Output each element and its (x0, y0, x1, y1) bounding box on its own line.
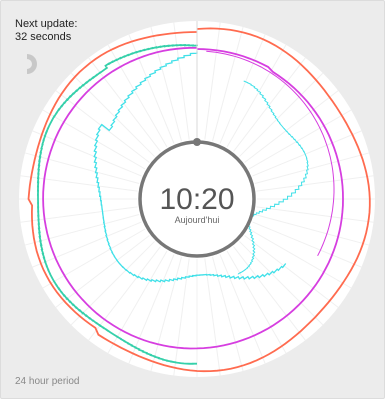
period-label: 24 hour period (15, 376, 80, 387)
grid-spoke (219, 34, 266, 144)
grid-spoke (239, 241, 324, 326)
series-cyan-line (93, 51, 287, 283)
grid-spoke (204, 22, 221, 140)
grid-spoke (212, 26, 244, 142)
grid-spoke (254, 214, 370, 246)
grid-spoke (42, 109, 146, 170)
next-update-value: 32 seconds (15, 31, 72, 43)
grid-spoke (248, 109, 352, 170)
grid-spoke (233, 246, 306, 341)
grid-spoke (239, 72, 324, 157)
grid-spoke (20, 206, 138, 223)
countdown-ring-icon (27, 54, 37, 74)
grid-spoke (173, 258, 190, 376)
grid-spoke (254, 152, 370, 184)
grid-spoke (20, 175, 138, 192)
grid-spoke (150, 256, 182, 372)
series-cyan-thin-line (237, 80, 309, 275)
next-update-label: Next update: (15, 18, 78, 30)
grid-spoke (252, 221, 362, 268)
grid-spoke (55, 235, 150, 308)
grid-spoke (24, 152, 140, 184)
grid-spoke (173, 22, 190, 140)
grid-spoke (32, 221, 142, 268)
grid-spoke (32, 130, 142, 177)
grid-spoke (204, 258, 221, 376)
grid-spoke (24, 214, 140, 246)
grid-spoke (128, 254, 175, 364)
grid-spoke (55, 90, 150, 163)
grid-spoke (219, 254, 266, 364)
grid-spoke (88, 246, 161, 341)
day-label: Aujourd'hui (175, 215, 220, 225)
grid-spoke (233, 57, 306, 152)
grid-spoke (107, 44, 168, 148)
grid-spoke (42, 228, 146, 289)
grid-spoke (226, 44, 287, 148)
series-magenta-line (42, 47, 344, 350)
grid-spoke (244, 90, 339, 163)
grid-spoke (256, 175, 374, 192)
grid-spoke (70, 72, 155, 157)
grid-spoke (244, 235, 339, 308)
next-update: Next update: 32 seconds (15, 18, 77, 44)
series-red-line (27, 27, 371, 373)
series-teal-line (36, 44, 198, 365)
grid-spoke (256, 206, 374, 223)
grid-spoke (226, 250, 287, 354)
ring-handle[interactable] (193, 138, 201, 146)
grid-spoke (248, 228, 352, 289)
time-display: 10:20 (159, 183, 234, 216)
grid-spoke (252, 130, 362, 177)
grid-spoke (70, 241, 155, 326)
series-magenta-thin-line (206, 50, 335, 257)
grid-spoke (150, 26, 182, 142)
